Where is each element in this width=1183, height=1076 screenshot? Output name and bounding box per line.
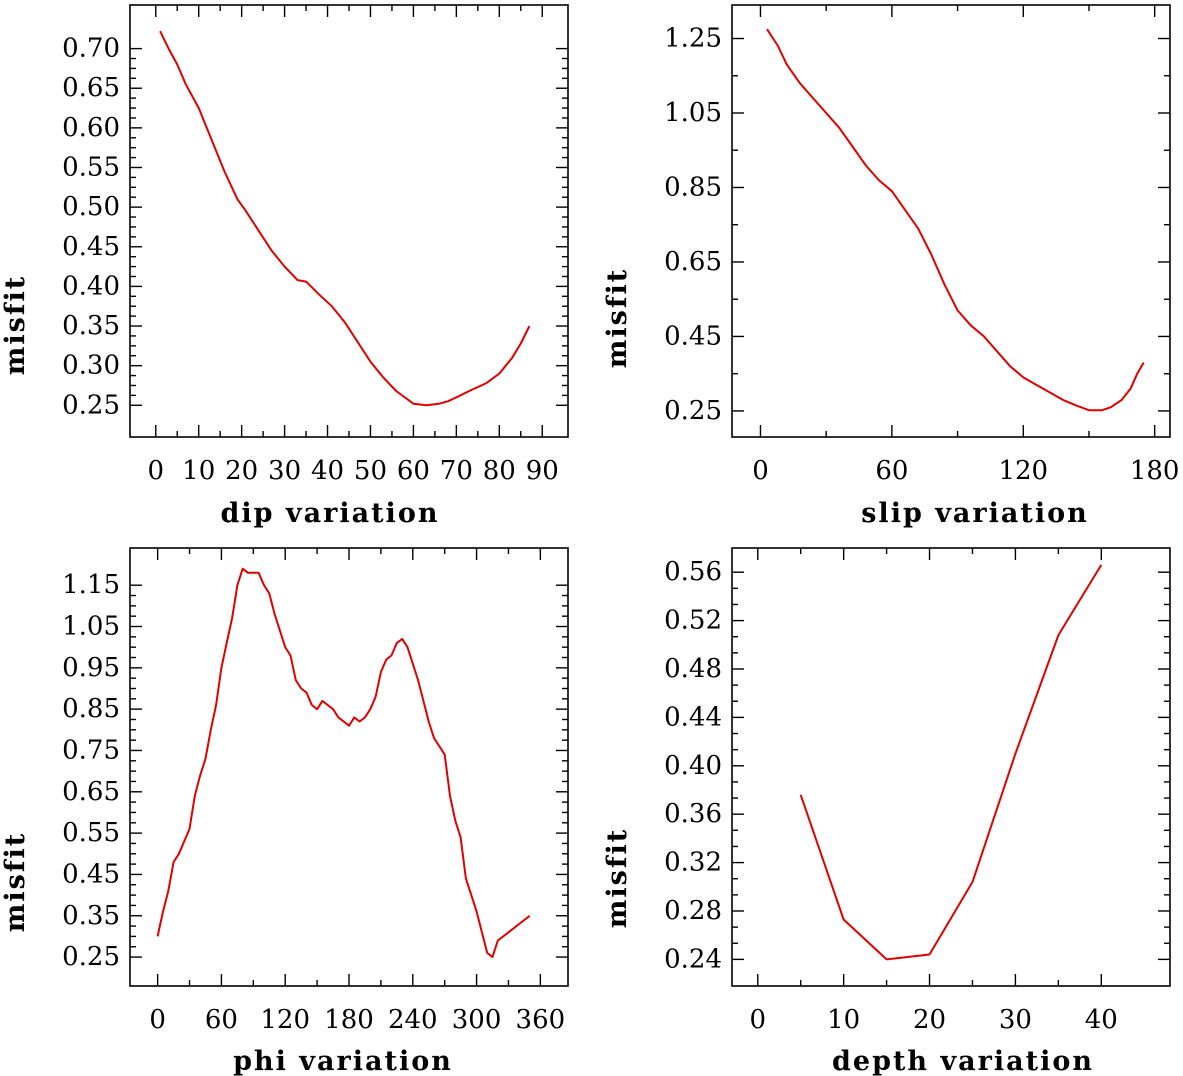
dip-x-tick-label: 40	[311, 456, 344, 486]
dip-x-tick-label: 70	[440, 456, 473, 486]
phi-y-tick-label: 0.65	[62, 777, 120, 807]
phi-x-tick-label: 180	[324, 1005, 374, 1035]
phi-x-tick-label: 360	[516, 1005, 566, 1035]
dip-x-tick-label: 50	[354, 456, 387, 486]
depth-variation-panel: 0.24 0.28 0.32 0.36 0.40 0.44 0.48 0.52 0.56 0 10 2…	[602, 547, 1171, 1076]
dip-x-tick-label: 60	[397, 456, 430, 486]
depth-y-tick-label: 0.28	[664, 896, 722, 926]
slip-plot-frame	[731, 4, 1171, 438]
phi-y-tick-label: 0.55	[62, 818, 120, 848]
dip-plot-frame	[129, 4, 569, 438]
phi-y-tick-label: 1.15	[62, 570, 120, 600]
slip-y-axis-title: misfit	[602, 268, 633, 368]
dip-x-tick-label: 80	[483, 456, 516, 486]
slip-x-tick-label: 0	[752, 456, 769, 486]
depth-y-tick-label: 0.52	[664, 606, 722, 636]
depth-y-tick-label: 0.56	[664, 557, 722, 587]
phi-x-tick-label: 300	[452, 1005, 502, 1035]
dip-misfit-line	[159, 30, 531, 407]
depth-x-tick-label: 10	[827, 1005, 860, 1035]
dip-x-tick-label: 20	[225, 456, 258, 486]
depth-x-tick-label: 40	[1085, 1005, 1118, 1035]
depth-x-axis-title: depth variation	[832, 1046, 1094, 1076]
depth-y-tick-label: 0.24	[664, 944, 722, 974]
depth-x-tick-label: 30	[999, 1005, 1032, 1035]
phi-y-tick-label: 0.35	[62, 901, 120, 931]
dip-y-tick-label: 0.55	[62, 152, 120, 182]
depth-y-axis-title: misfit	[602, 828, 633, 928]
slip-y-tick-label: 0.85	[664, 172, 722, 202]
dip-y-tick-label: 0.60	[62, 113, 120, 143]
phi-x-tick-label: 60	[205, 1005, 238, 1035]
dip-y-tick-label: 0.35	[62, 311, 120, 341]
phi-x-axis-title: phi variation	[233, 1046, 453, 1076]
depth-y-tick-label: 0.44	[664, 702, 722, 732]
dip-y-tick-label: 0.30	[62, 351, 120, 381]
dip-y-tick-label: 0.70	[62, 34, 120, 64]
slip-y-tick-label: 1.05	[664, 98, 722, 128]
phi-y-tick-label: 0.75	[62, 735, 120, 765]
dip-x-axis-title: dip variation	[221, 498, 440, 529]
slip-y-tick-label: 0.45	[664, 321, 722, 351]
dip-y-tick-label: 0.65	[62, 73, 120, 103]
dip-x-tick-label: 0	[147, 456, 164, 486]
dip-variation-panel: 0.25 0.30 0.35 0.40 0.45 0.50 0.55 0.60 0.65 0.70…	[0, 4, 569, 529]
phi-y-tick-label: 0.45	[62, 859, 120, 889]
dip-y-tick-label: 0.45	[62, 232, 120, 262]
slip-variation-panel: 0.25 0.45 0.65 0.85 1.05 1.25 0 60 120 180 slip va…	[602, 4, 1180, 529]
dip-y-tick-label: 0.50	[62, 192, 120, 222]
depth-y-tick-label: 0.40	[664, 751, 722, 781]
phi-x-tick-label: 240	[388, 1005, 438, 1035]
phi-x-tick-label: 120	[260, 1005, 310, 1035]
phi-x-tick-label: 0	[149, 1005, 166, 1035]
slip-x-tick-label: 120	[998, 456, 1048, 486]
phi-y-axis-title: misfit	[0, 832, 31, 932]
depth-y-tick-label: 0.36	[664, 799, 722, 829]
dip-y-axis-title: misfit	[0, 275, 31, 375]
phi-misfit-line	[156, 567, 531, 959]
depth-misfit-line	[799, 564, 1103, 961]
dip-x-tick-label: 90	[526, 456, 559, 486]
slip-y-tick-label: 1.25	[664, 24, 722, 54]
slip-x-tick-label: 60	[875, 456, 908, 486]
phi-y-tick-label: 0.25	[62, 942, 120, 972]
depth-plot-frame	[731, 547, 1171, 987]
slip-y-tick-label: 0.25	[664, 396, 722, 426]
depth-x-tick-label: 20	[913, 1005, 946, 1035]
depth-y-tick-label: 0.32	[664, 848, 722, 878]
slip-misfit-line	[766, 28, 1145, 412]
depth-x-tick-label: 0	[749, 1005, 766, 1035]
phi-y-tick-label: 1.05	[62, 612, 120, 642]
phi-y-tick-label: 0.85	[62, 694, 120, 724]
phi-variation-panel: 0.25 0.35 0.45 0.55 0.65 0.75 0.85 0.95 1.05 1.15…	[0, 547, 569, 1076]
slip-x-axis-title: slip variation	[861, 498, 1089, 529]
slip-y-tick-label: 0.65	[664, 247, 722, 277]
dip-x-tick-label: 30	[268, 456, 301, 486]
slip-x-tick-label: 180	[1130, 456, 1180, 486]
phi-y-tick-label: 0.95	[62, 653, 120, 683]
depth-y-tick-label: 0.48	[664, 654, 722, 684]
dip-y-tick-label: 0.40	[62, 271, 120, 301]
dip-y-tick-label: 0.25	[62, 390, 120, 420]
dip-x-tick-label: 10	[182, 456, 215, 486]
phi-plot-frame	[129, 547, 569, 987]
